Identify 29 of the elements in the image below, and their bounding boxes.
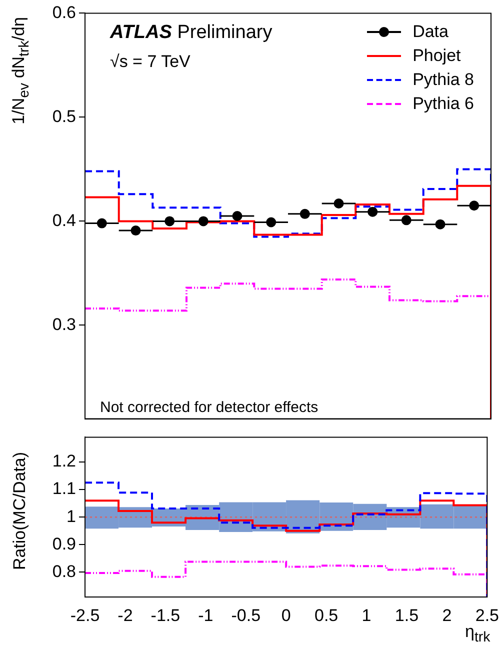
x-tick-label: 0 <box>281 606 291 625</box>
legend-label: Pythia 8 <box>412 70 474 90</box>
y-axis-title: Ratio(MC/Data) <box>10 451 30 570</box>
y-tick-label: 0.8 <box>52 562 76 581</box>
legend-label: Data <box>412 22 448 42</box>
y-tick-label: 1.1 <box>52 479 76 498</box>
x-tick-label: -2.5 <box>70 606 100 625</box>
annotation: ATLAS Preliminary <box>110 22 272 43</box>
x-tick-label: 1 <box>362 606 372 625</box>
x-tick-label: 2 <box>442 606 452 625</box>
y-tick-label: 0.4 <box>52 210 76 230</box>
x-tick-label: -0.5 <box>231 606 261 625</box>
annotation: √s = 7 TeV <box>110 52 190 72</box>
x-tick-label: -1.5 <box>150 606 180 625</box>
x-axis-title: η$_{trk}$ <box>465 622 490 646</box>
y-tick-label: 0.5 <box>52 106 76 126</box>
legend-label: Pythia 6 <box>412 94 474 114</box>
x-tick-label: -1 <box>198 606 214 625</box>
x-tick-label: 2.5 <box>475 606 500 625</box>
y-tick-label: 0.9 <box>52 534 76 554</box>
legend-label: Phojet <box>412 46 461 66</box>
x-tick-label: 0.5 <box>314 606 338 625</box>
x-tick-label: -2 <box>118 606 133 625</box>
x-tick-label: 1.5 <box>394 606 419 625</box>
y-tick-label: 0.3 <box>52 314 76 334</box>
y-tick-label: 1 <box>66 506 76 526</box>
y-tick-label: 1.2 <box>52 452 76 471</box>
y-tick-label: 0.6 <box>52 2 76 22</box>
annotation: Not corrected for detector effects <box>100 399 318 416</box>
